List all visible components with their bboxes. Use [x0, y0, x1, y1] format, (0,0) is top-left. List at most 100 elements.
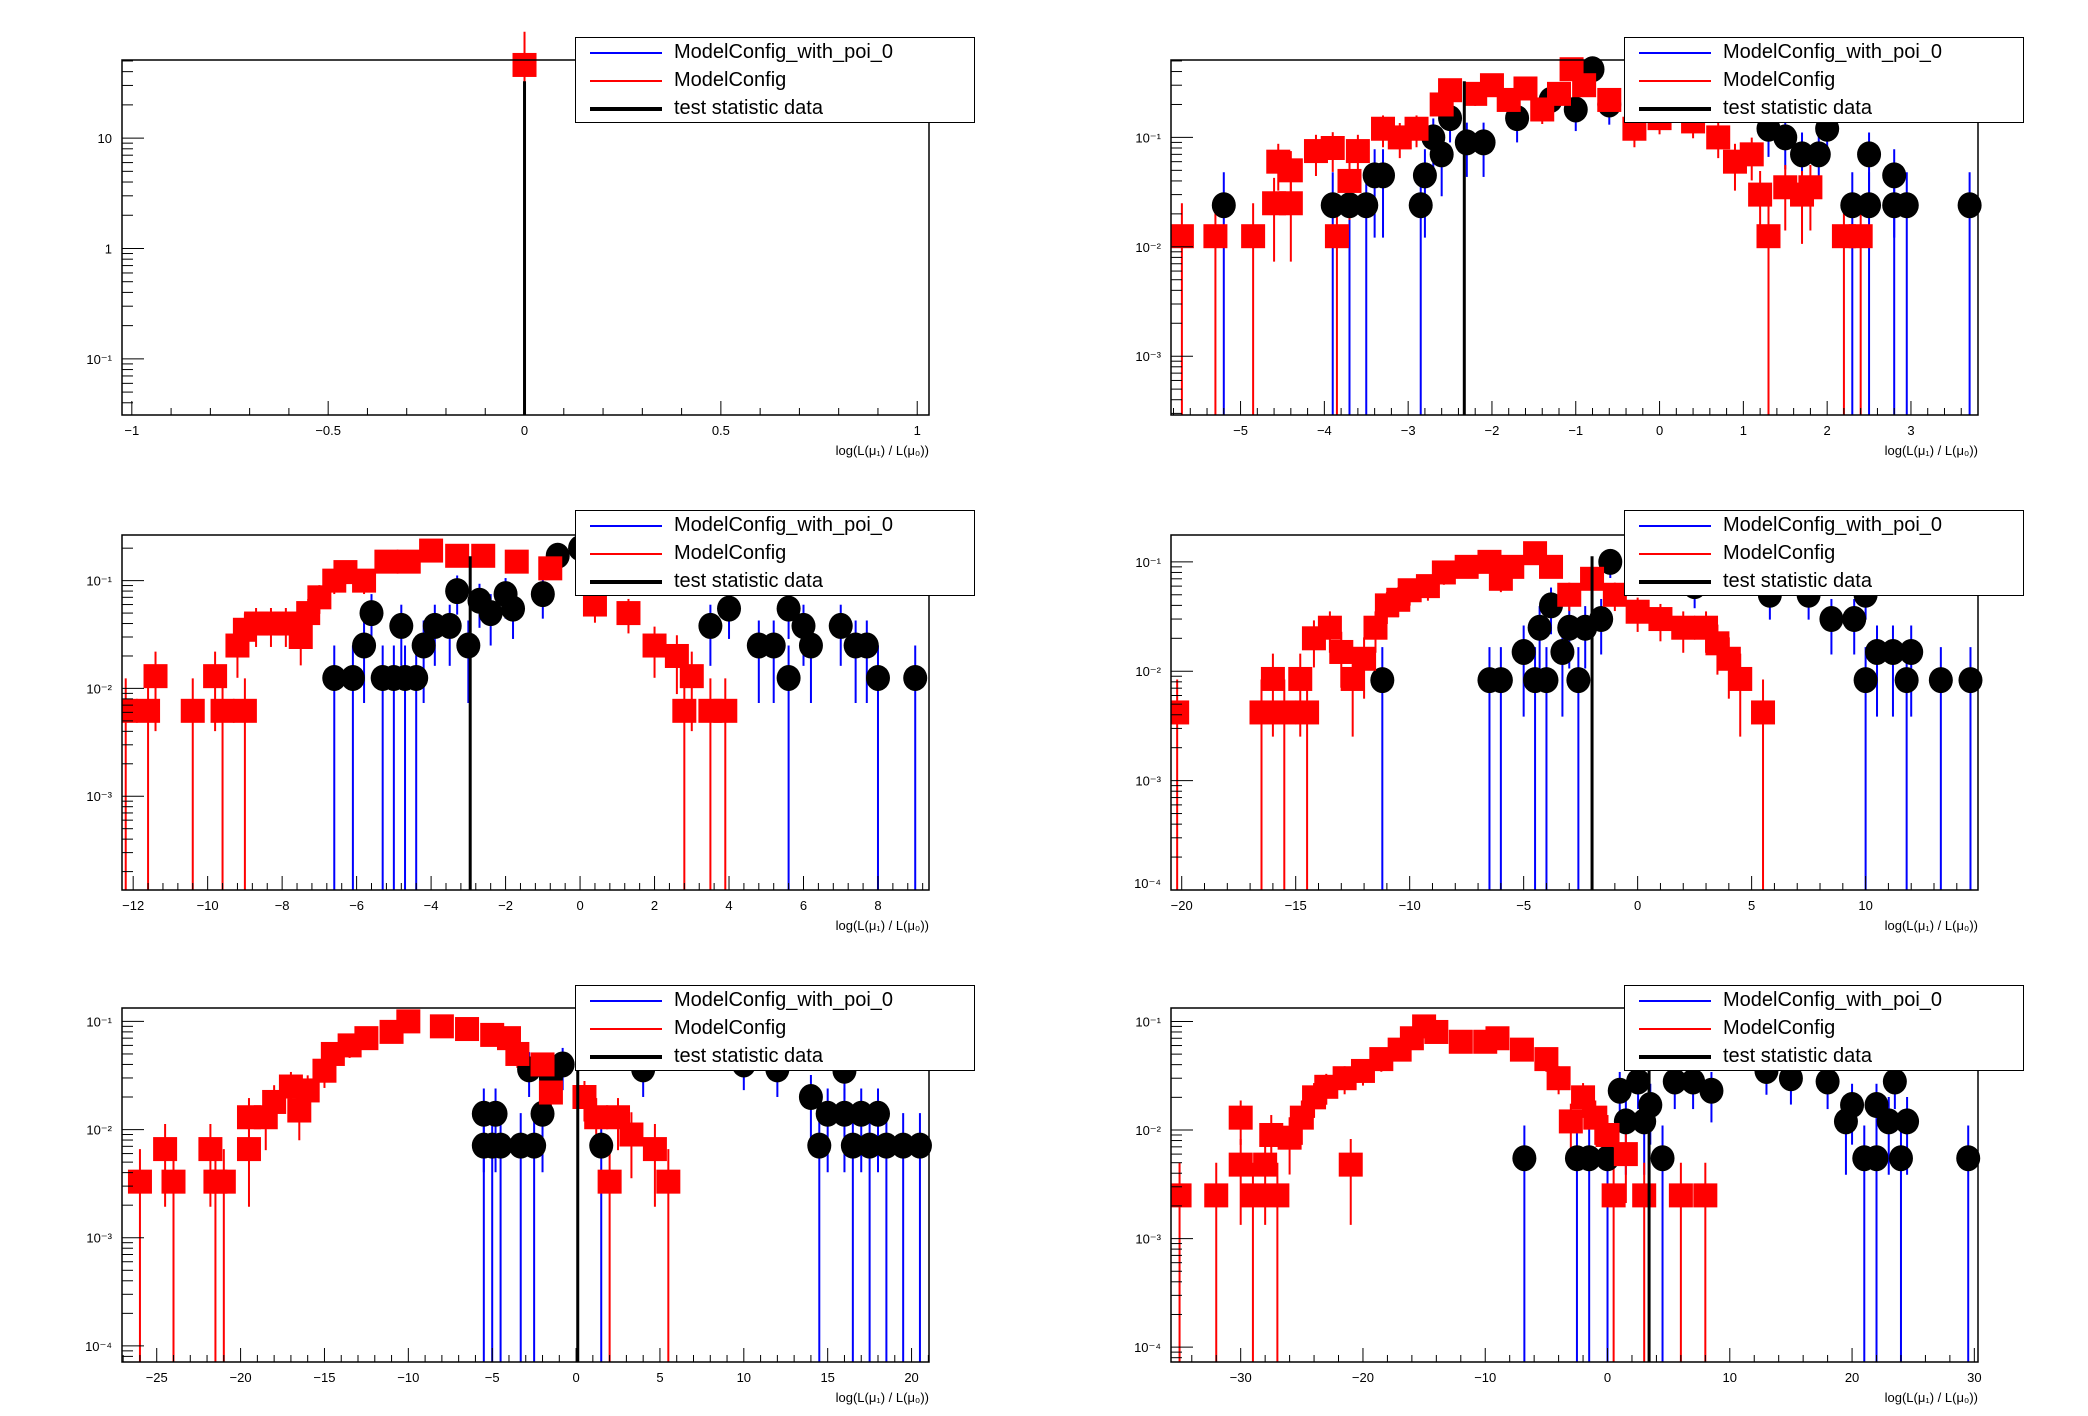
null-hypothesis-point — [713, 698, 738, 723]
x-axis-label: log(L(μ₁) / L(μ₀)) — [836, 918, 929, 933]
alt-hypothesis-point — [1956, 1145, 1981, 1172]
null-hypothesis-point — [1798, 175, 1823, 200]
x-axis-label: log(L(μ₁) / L(μ₀)) — [1885, 918, 1978, 933]
alt-hypothesis-point — [1840, 192, 1865, 219]
y-tick-label: 10⁻⁴ — [1134, 1340, 1161, 1355]
null-hypothesis-point — [288, 624, 313, 649]
alt-hypothesis-point — [849, 1100, 874, 1127]
null-hypothesis-point — [455, 1017, 480, 1042]
null-hypothesis-point — [429, 1014, 454, 1039]
legend: ModelConfig_with_poi_0 ModelConfig test st… — [1624, 985, 2024, 1071]
alt-hypothesis-point — [1957, 192, 1982, 219]
alt-hypothesis-point — [478, 600, 503, 627]
null-hypothesis-point — [445, 543, 470, 568]
alt-hypothesis-point — [791, 612, 816, 639]
null-hypothesis-point — [538, 556, 563, 581]
alt-hypothesis-point — [437, 612, 462, 639]
y-tick-label: 10⁻³ — [1135, 1232, 1161, 1247]
null-hypothesis-point — [530, 1052, 555, 1077]
alt-hypothesis-point — [798, 1084, 823, 1111]
legend-line-swatch — [1639, 52, 1711, 54]
legend-label: ModelConfig_with_poi_0 — [674, 989, 894, 1011]
x-tick-label: 1 — [914, 423, 921, 438]
null-hypothesis-point — [1632, 1183, 1657, 1208]
x-axis-label: log(L(μ₁) / L(μ₀)) — [1885, 443, 1978, 458]
legend-line-swatch — [1639, 80, 1711, 82]
legend: ModelConfig_with_poi_0 ModelConfig test st… — [1624, 510, 2024, 596]
null-hypothesis-point — [1329, 639, 1354, 664]
x-tick-label: 10 — [737, 1370, 751, 1385]
null-hypothesis-point — [1289, 1105, 1314, 1130]
null-hypothesis-point — [642, 633, 667, 658]
x-tick-label: 2 — [1824, 423, 1831, 438]
alt-hypothesis-point — [891, 1132, 916, 1159]
legend-label: test statistic data — [1723, 570, 1872, 592]
alt-hypothesis-point — [1958, 667, 1983, 694]
alt-hypothesis-point — [1842, 606, 1867, 633]
alt-hypothesis-point — [1899, 638, 1924, 665]
null-hypothesis-point — [1324, 224, 1349, 249]
legend: ModelConfig_with_poi_0 ModelConfig test st… — [575, 510, 975, 596]
legend-entry: test statistic data — [576, 1043, 974, 1071]
null-hypothesis-point — [1228, 1152, 1253, 1177]
null-hypothesis-point — [1337, 168, 1362, 193]
x-tick-label: −5 — [485, 1370, 500, 1385]
x-axis-label: log(L(μ₁) / L(μ₀)) — [836, 1390, 929, 1405]
chart-panel-4: −20 −15 −10 −5 0 5 10 10⁻¹ 10⁻² 10⁻³ 10⁻⁴ log(L(μ₁)… — [1134, 534, 1983, 933]
null-hypothesis-point — [1171, 1183, 1192, 1208]
legend-line-swatch — [1639, 553, 1711, 555]
alt-hypothesis-point — [404, 664, 429, 691]
null-hypothesis-point — [1571, 1085, 1596, 1110]
alt-hypothesis-point — [340, 664, 365, 691]
x-tick-label: 0 — [1634, 898, 1641, 913]
null-hypothesis-point — [582, 592, 607, 617]
legend-label: ModelConfig — [1723, 1017, 1836, 1039]
alt-hypothesis-point — [1354, 192, 1379, 219]
alt-hypothesis-point — [1819, 606, 1844, 633]
alt-hypothesis-point — [1895, 1108, 1920, 1135]
legend-entry: test statistic data — [1625, 95, 2023, 123]
alt-hypothesis-point — [445, 578, 470, 605]
legend-entry: test statistic data — [1625, 1043, 2023, 1071]
alt-hypothesis-point — [1681, 1068, 1706, 1095]
y-tick-label: 10⁻² — [1135, 1123, 1161, 1138]
y-tick-label: 10⁻¹ — [1135, 555, 1161, 570]
null-hypothesis-point — [1693, 1183, 1718, 1208]
plot-frame — [1170, 59, 1979, 416]
chart-panel-2: −5 −4 −3 −2 −1 0 1 2 3 10⁻¹ 10⁻² 10⁻³ log(L(μ₁) / L(… — [1135, 56, 1982, 458]
null-hypothesis-point — [1228, 1105, 1253, 1130]
alt-hypothesis-point — [1840, 1091, 1865, 1118]
legend-entry: ModelConfig — [576, 540, 974, 568]
null-hypothesis-point — [597, 1169, 622, 1194]
alt-hypothesis-point — [352, 632, 377, 659]
alt-hypothesis-point — [1894, 667, 1919, 694]
alt-hypothesis-point — [907, 1132, 932, 1159]
plot-area — [1171, 541, 1983, 890]
legend-label: ModelConfig — [674, 1017, 787, 1039]
legend-label: ModelConfig — [674, 542, 787, 564]
null-hypothesis-point — [471, 543, 496, 568]
null-hypothesis-point — [1249, 700, 1274, 725]
null-hypothesis-point — [504, 549, 529, 574]
alt-hypothesis-point — [798, 632, 823, 659]
legend-line-swatch — [590, 580, 662, 584]
x-tick-label: −5 — [1233, 423, 1248, 438]
null-hypothesis-point — [1572, 73, 1597, 98]
null-hypothesis-point — [127, 1169, 152, 1194]
plot-area — [1171, 56, 1982, 415]
null-hypothesis-point — [619, 1122, 644, 1147]
null-hypothesis-point — [1558, 1109, 1583, 1134]
null-hypothesis-point — [198, 1137, 223, 1162]
null-hypothesis-point — [1265, 1183, 1290, 1208]
legend-line-swatch — [590, 1028, 662, 1030]
null-hypothesis-point — [1625, 599, 1650, 624]
y-tick-label: 10⁻² — [86, 1123, 112, 1138]
null-hypothesis-point — [1404, 116, 1429, 141]
legend-label: ModelConfig_with_poi_0 — [1723, 41, 1943, 63]
null-hypothesis-point — [1352, 646, 1377, 671]
x-tick-label: −8 — [275, 898, 290, 913]
x-tick-label: 3 — [1907, 423, 1914, 438]
legend: ModelConfig_with_poi_0 ModelConfig test st… — [575, 37, 975, 123]
x-tick-label: −15 — [313, 1370, 335, 1385]
